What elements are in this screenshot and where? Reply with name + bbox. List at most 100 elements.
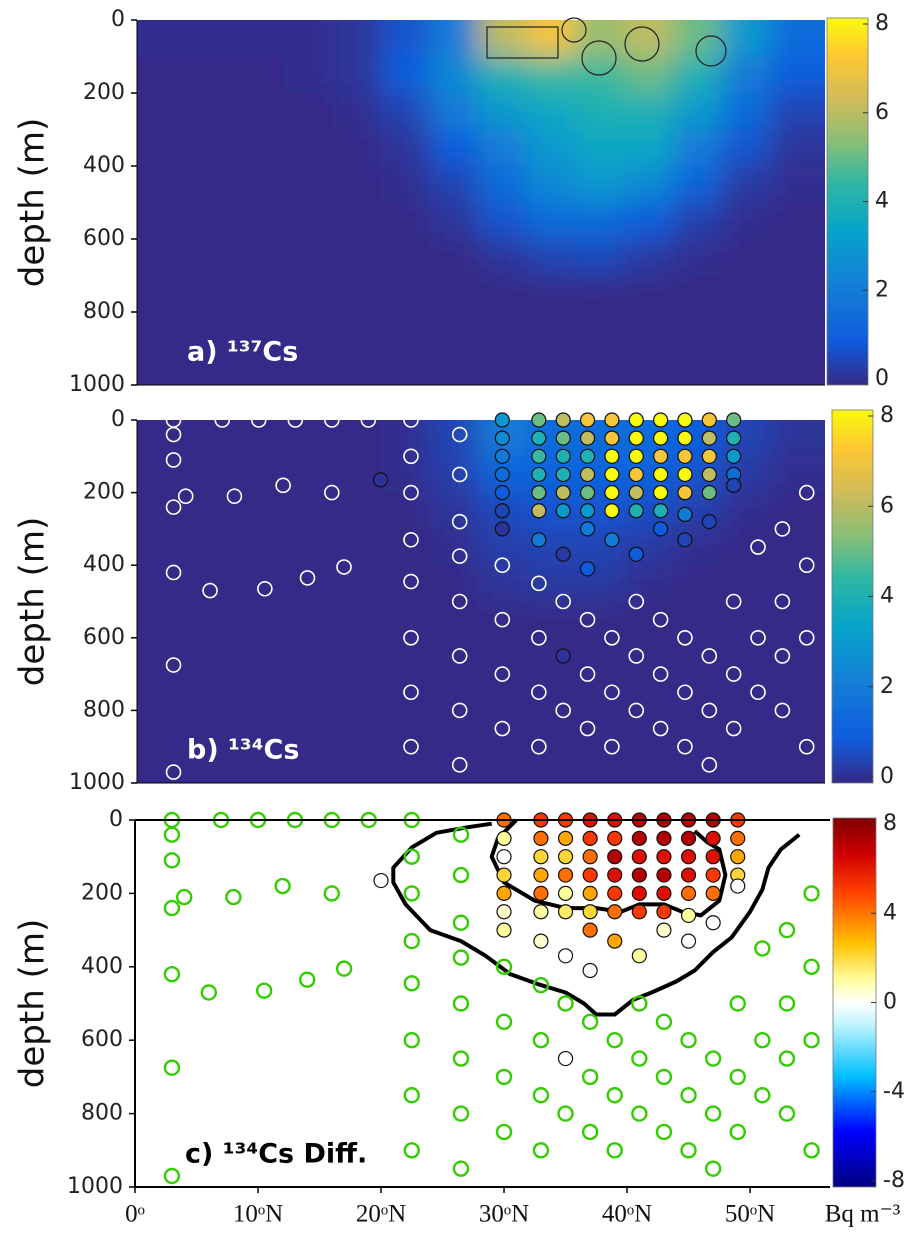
field-cell <box>283 166 333 204</box>
station-sample <box>701 448 717 464</box>
station-empty <box>494 557 511 574</box>
station-sample <box>680 830 697 846</box>
station-sample <box>557 885 574 902</box>
field-cell <box>331 166 382 204</box>
station-empty <box>451 513 468 530</box>
station-sample <box>557 904 574 920</box>
field-cell <box>283 456 333 494</box>
station-sample <box>628 485 644 501</box>
station-sample <box>582 904 598 920</box>
station-sample <box>607 830 623 846</box>
field-cell <box>380 492 431 530</box>
station-empty <box>606 1031 623 1049</box>
station-empty <box>803 958 820 975</box>
field-cell <box>137 710 187 748</box>
field-cell <box>380 56 431 94</box>
colorbar-tick-label: -8 <box>883 1168 905 1193</box>
station-empty <box>778 1105 796 1122</box>
station-empty <box>652 720 669 737</box>
station-sample <box>604 448 620 464</box>
field-cell <box>234 166 285 204</box>
y-tick-label: 0 <box>111 7 125 32</box>
field-cell <box>429 56 479 94</box>
field-cell <box>283 746 333 783</box>
station-sample <box>373 872 389 889</box>
station-sample <box>631 948 647 964</box>
station-sample <box>607 933 623 949</box>
field-cell <box>185 166 236 204</box>
field-cell <box>283 275 333 313</box>
field-cell <box>380 93 431 131</box>
station-sample <box>496 904 512 920</box>
field-cell <box>429 746 479 783</box>
station-sample <box>730 830 746 846</box>
station-sample <box>701 466 717 483</box>
field-cell <box>477 239 528 277</box>
station-sample <box>604 532 620 548</box>
field-cell <box>283 20 333 58</box>
y-tick-label: 200 <box>83 80 125 105</box>
field-cell <box>234 601 285 639</box>
field-cell <box>283 312 333 350</box>
station-sample <box>631 904 647 920</box>
station-empty <box>225 888 242 906</box>
station-sample <box>607 885 623 902</box>
field-cell <box>234 129 285 167</box>
station-empty <box>403 484 419 501</box>
field-cell <box>234 275 285 313</box>
station-empty <box>250 412 267 428</box>
station-empty <box>177 488 194 505</box>
station-empty <box>176 888 193 906</box>
field-cell <box>429 312 479 350</box>
field-cell <box>770 129 825 167</box>
field-cell <box>283 601 333 639</box>
field-cell <box>331 456 382 494</box>
colorbar-tick-label: 8 <box>875 11 889 36</box>
field-cell <box>721 312 772 350</box>
field-cell <box>526 20 577 58</box>
field-cell <box>331 20 382 58</box>
colorbar-tick-label: 4 <box>880 584 894 609</box>
field-cell <box>185 420 236 458</box>
field-cell <box>429 710 479 748</box>
field-cell <box>429 239 479 277</box>
field-cell <box>672 20 723 58</box>
field-cell <box>721 492 772 530</box>
field-cell <box>137 166 187 204</box>
station-sample <box>631 885 647 902</box>
station-empty <box>275 477 291 494</box>
station-empty <box>214 412 231 428</box>
field-cell <box>526 166 577 204</box>
station-empty <box>360 412 377 428</box>
station-sample <box>496 849 512 865</box>
station-sample <box>531 430 547 446</box>
station-sample <box>656 922 672 938</box>
station-empty <box>274 877 291 895</box>
station-sample <box>557 849 574 865</box>
field <box>137 20 825 385</box>
station-empty <box>555 702 571 719</box>
field-cell <box>429 601 479 639</box>
field-cell <box>770 20 825 58</box>
station-sample <box>557 867 574 883</box>
station-empty <box>652 611 669 628</box>
station-empty <box>604 629 620 646</box>
station-sample <box>653 430 669 446</box>
station-sample <box>531 412 547 428</box>
field-cell <box>429 275 479 313</box>
station-empty <box>579 720 596 737</box>
station-empty <box>532 976 550 994</box>
field-cell <box>624 20 674 58</box>
station-empty <box>604 738 620 755</box>
x-tick-label: 30ᵒN <box>479 1201 529 1228</box>
field-cell <box>380 312 431 350</box>
field-cell <box>429 166 479 204</box>
y-tick-label: 800 <box>83 697 125 722</box>
field-cell <box>283 710 333 748</box>
field-cell <box>331 129 382 167</box>
field-cell <box>380 20 431 58</box>
station-empty <box>532 1142 550 1159</box>
field-cell <box>137 239 187 277</box>
station-sample <box>631 830 647 846</box>
y-tick-label: 0 <box>109 807 123 832</box>
